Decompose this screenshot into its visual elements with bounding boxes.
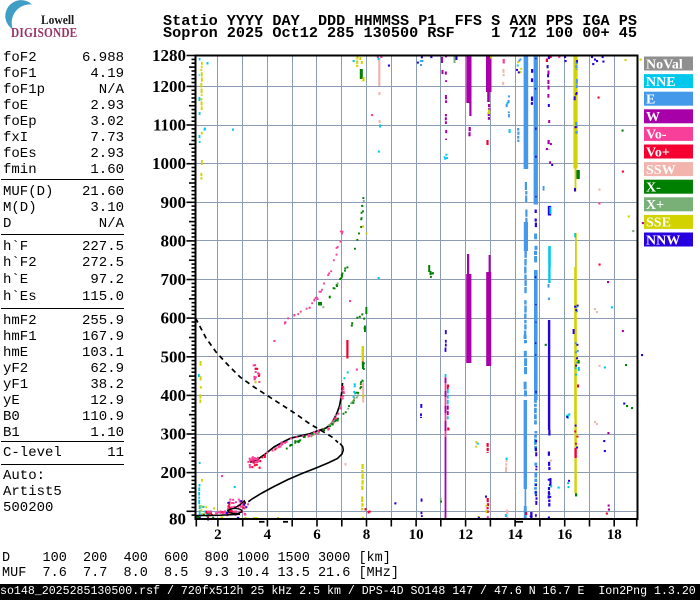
svg-text:700: 700: [161, 270, 187, 289]
svg-text:1200: 1200: [152, 77, 186, 96]
svg-text:SSE: SSE: [646, 216, 671, 231]
svg-text:SSW: SSW: [646, 163, 676, 178]
svg-text:300: 300: [161, 425, 187, 444]
svg-text:NNE: NNE: [646, 75, 676, 90]
svg-text:900: 900: [161, 193, 187, 212]
svg-text:W: W: [646, 110, 660, 125]
svg-text:8: 8: [363, 527, 371, 543]
svg-text:18: 18: [607, 527, 622, 543]
svg-text:1100: 1100: [153, 116, 186, 135]
svg-text:E: E: [646, 93, 655, 108]
svg-text:4: 4: [264, 527, 272, 543]
svg-text:14: 14: [508, 527, 524, 543]
svg-text:16: 16: [557, 527, 573, 543]
svg-text:10: 10: [409, 527, 424, 543]
svg-text:80: 80: [169, 510, 186, 529]
svg-text:2: 2: [214, 527, 222, 543]
svg-text:600: 600: [161, 309, 187, 328]
svg-text:NoVal: NoVal: [646, 57, 683, 72]
svg-text:1000: 1000: [152, 154, 186, 173]
svg-text:200: 200: [161, 463, 187, 482]
svg-text:800: 800: [161, 231, 187, 250]
svg-text:6: 6: [313, 527, 321, 543]
svg-text:12: 12: [458, 527, 473, 543]
svg-text:1280: 1280: [152, 46, 186, 65]
svg-text:X-: X-: [646, 181, 661, 196]
svg-text:Vo-: Vo-: [646, 128, 667, 143]
svg-text:Vo+: Vo+: [646, 145, 670, 160]
svg-text:NNW: NNW: [646, 233, 680, 248]
svg-text:500: 500: [161, 347, 187, 366]
svg-text:400: 400: [161, 386, 187, 405]
svg-text:X+: X+: [646, 198, 664, 213]
